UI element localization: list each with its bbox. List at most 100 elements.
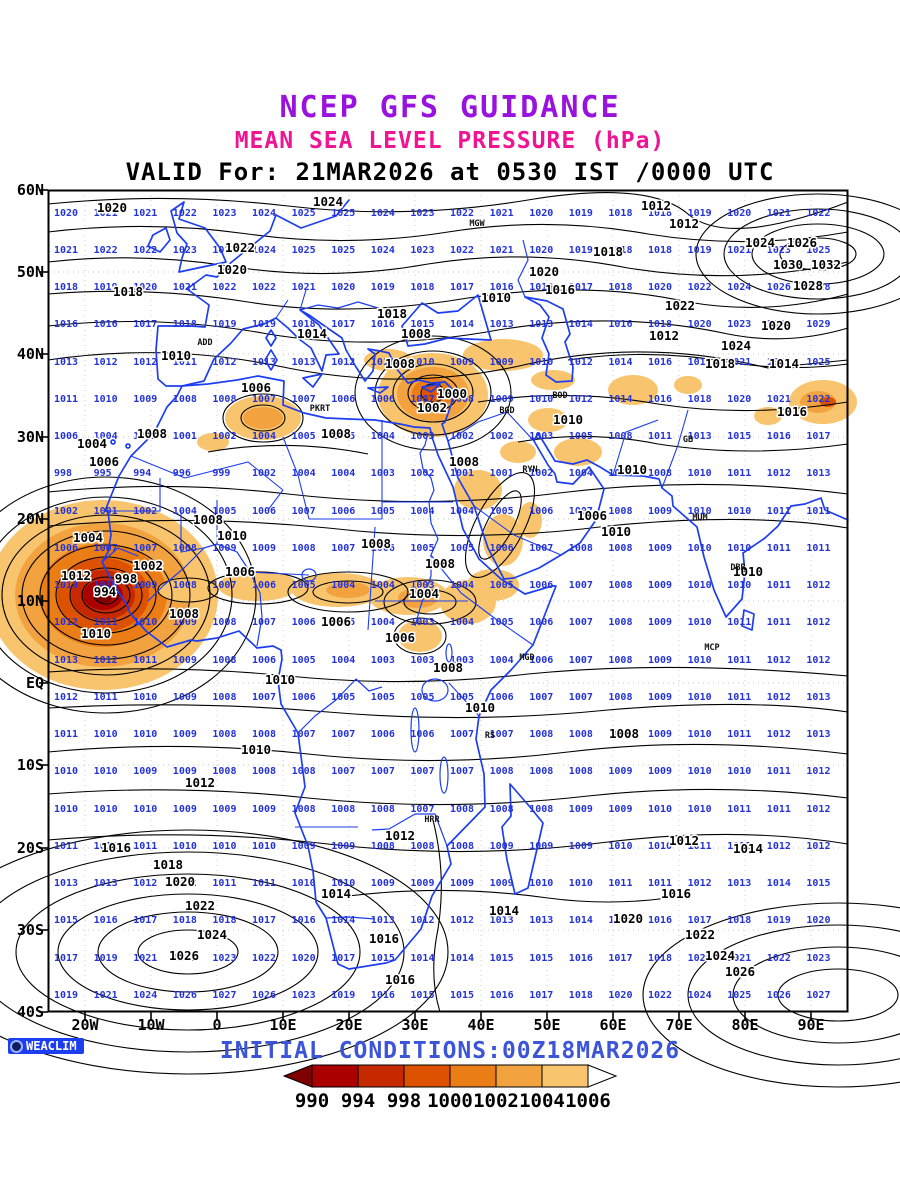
contour-label: 1012 (649, 328, 679, 343)
pressure-grid-row: 1020 1021 1021 1022 1023 1024 1025 1025 1024 1023… (54, 208, 830, 219)
contour-label: 1018 (593, 244, 623, 259)
x-axis-label: 10W (137, 1016, 165, 1034)
contour-label: 1020 (97, 200, 127, 215)
chart-subtitle: MEAN SEA LEVEL PRESSURE (hPa) (234, 128, 666, 154)
contour-label: 1010 (601, 524, 631, 539)
station-label: HRR (424, 815, 440, 825)
isobar-contours-layer (0, 192, 900, 1088)
contour-label: 1016 (777, 404, 807, 419)
pressure-grid-row: 1012 1011 1010 1009 1008 1007 1006 1005 1004 1003… (54, 617, 830, 628)
valid-time-line: VALID For: 21MAR2026 at 0530 IST /0000 U… (125, 158, 775, 186)
contour-label: 1016 (385, 972, 415, 987)
station-label: DBR (730, 563, 746, 573)
chart-title: NCEP GFS GUIDANCE (279, 90, 621, 125)
contour-label: 1026 (725, 964, 755, 979)
sri-lanka-coastline (741, 609, 755, 631)
contour-label: 1028 (793, 278, 823, 293)
axis-ticks-layer (39, 189, 812, 1021)
contour-label: 1014 (321, 886, 351, 901)
contour-label: 1006 (225, 564, 255, 579)
contour-label: 1002 (417, 400, 447, 415)
pressure-grid-row: 1021 1022 1022 1023 1024 1024 1025 1025 1024 1023… (54, 245, 830, 256)
south-atlantic-high-isobars (0, 829, 449, 1075)
colorbar-label: 994 (340, 1090, 376, 1112)
contour-label: 1020 (613, 911, 643, 926)
weaclim-badge: WEACLIM (8, 1038, 84, 1054)
contour-label: 1018 (705, 356, 735, 371)
pressure-grid-row: 1006 1007 1007 1008 1009 1009 1008 1007 1006 1005… (54, 543, 830, 554)
contour-label: 1010 (553, 412, 583, 427)
pressure-grid-row: 1006 1004 1002 1001 1002 1004 1005 1005 1004 1003… (54, 431, 830, 442)
pressure-grid-row: 1013 1012 1011 1009 1008 1006 1005 1004 1003 1003… (54, 655, 830, 666)
contour-label: 1012 (61, 568, 91, 583)
pressure-grid-row: 1010 1010 1009 1008 1007 1006 1005 1004 1004 1003… (54, 580, 830, 591)
contour-label: 1018 (153, 857, 183, 872)
pressure-grid-row: 1015 1016 1017 1018 1018 1017 1016 1014 1013 1012… (54, 915, 830, 926)
station-label: PKRT (310, 404, 330, 414)
pressure-grid-row: 1002 1001 1002 1004 1005 1006 1007 1006 1005 1004… (54, 506, 830, 517)
colorbar-segment (403, 1064, 451, 1088)
contour-label: 1026 (169, 948, 199, 963)
contour-label: 1024 (721, 338, 751, 353)
pressure-grid-values-layer: 1020 1021 1021 1022 1023 1024 1025 1025 1024 1023… (54, 208, 830, 1001)
y-axis-label: 30S (16, 921, 44, 939)
colorbar-left-arrow (282, 1064, 313, 1088)
colorbar-right-arrow (587, 1064, 618, 1088)
contour-label: 1022 (685, 927, 715, 942)
x-axis-label: 90E (797, 1016, 825, 1034)
x-axis-label: 20W (71, 1016, 99, 1034)
contour-label: 1010 (465, 700, 495, 715)
pressure-grid-row: 1013 1013 1012 1012 1011 1011 1010 1010 1009 1009… (54, 878, 830, 889)
contour-label: 1006 (321, 614, 351, 629)
x-axis-label: 40E (467, 1016, 495, 1034)
y-axis-label: 40N (16, 345, 44, 363)
contour-label: 1010 (481, 290, 511, 305)
contour-label: 1006 (385, 630, 415, 645)
atlantic-low-isobars (0, 476, 257, 714)
contour-label: 1008 (137, 426, 167, 441)
y-axis-label: 40S (16, 1003, 44, 1021)
pressure-grid-row: 1011 1011 1011 1010 1010 1010 1009 1009 1008 1008… (54, 841, 830, 852)
contour-label: 998 (115, 571, 138, 586)
contour-label: 1008 (433, 660, 463, 675)
contour-label: 1002 (133, 558, 163, 573)
contour-label: 1014 (733, 841, 763, 856)
x-axis-label: 0 (212, 1016, 222, 1034)
europe-coastline (147, 199, 574, 425)
contour-label: 1010 (217, 528, 247, 543)
y-axis-label: 10N (16, 592, 44, 610)
contour-label: 1022 (225, 240, 255, 255)
contour-label: 1024 (745, 235, 775, 250)
contour-label: 1004 (73, 530, 103, 545)
y-axis-label: 20S (16, 839, 44, 857)
contour-label: 1008 (449, 454, 479, 469)
contour-label: 1026 (787, 235, 817, 250)
contour-label: 1014 (297, 326, 327, 341)
contour-label: 1008 (425, 556, 455, 571)
contour-label: 994 (94, 584, 117, 599)
contour-label: 1020 (529, 264, 559, 279)
pressure-grid-row: 1017 1019 1021 1022 1023 1022 1020 1017 1015 1014… (54, 953, 830, 964)
colorbar-segment (311, 1064, 359, 1088)
station-label: BOD (552, 391, 567, 401)
y-axis-label: 30N (16, 428, 44, 446)
y-axis-label: 50N (16, 263, 44, 281)
contour-label: 1006 (89, 454, 119, 469)
sahel-low-shading (158, 571, 496, 652)
x-axis-label: 20E (335, 1016, 363, 1034)
x-axis-label: 10E (269, 1016, 297, 1034)
colorbar-segment (449, 1064, 497, 1088)
pressure-grid-row: 998 995 994 996 999 1002 1004 1004 1003 1002 1001 1… (54, 468, 830, 479)
contour-label: 1020 (165, 874, 195, 889)
contour-label: 1000 (437, 386, 467, 401)
x-axis-label: 80E (731, 1016, 759, 1034)
y-axis-label: 10S (16, 756, 44, 774)
contour-label: 1006 (577, 508, 607, 523)
station-label: BGD (499, 406, 514, 416)
pressure-grid-row: 1010 1010 1010 1009 1009 1009 1008 1008 1008 1007… (54, 804, 830, 815)
y-axis-label: 60N (16, 181, 44, 199)
contour-label: 1008 (609, 726, 639, 741)
colorbar-label: 998 (386, 1090, 422, 1112)
colorbar-label: 1000 (427, 1090, 473, 1112)
